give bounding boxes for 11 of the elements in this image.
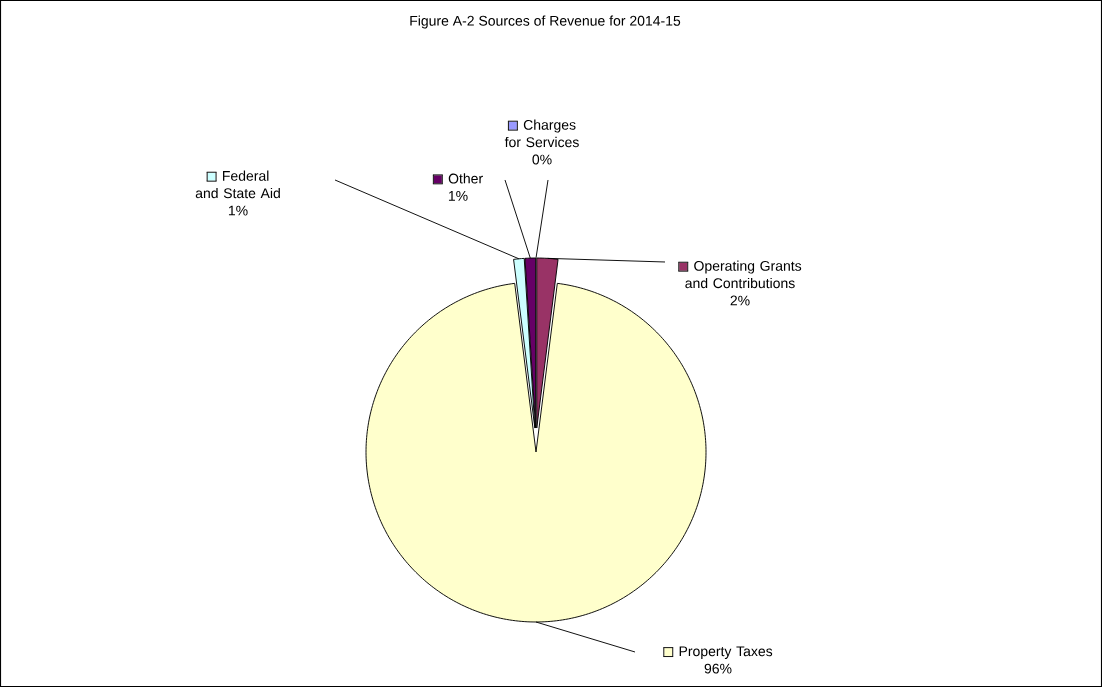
data-label: 1%	[228, 205, 248, 216]
legend-label: Operating Grants and Contributions	[685, 260, 802, 289]
data-label: 96%	[704, 663, 732, 674]
legend-label: Other	[448, 173, 483, 184]
chart-title: Figure A-2 Sources of Revenue for 2014-15	[410, 15, 681, 29]
text: 0%	[532, 154, 552, 165]
legend-label: Charges for Services	[504, 119, 579, 148]
data-label: 1%	[448, 190, 468, 201]
data-label: 2%	[730, 295, 750, 306]
legend-label: Federal and State Aid	[195, 170, 280, 199]
legend-label: Property Taxes	[679, 646, 773, 659]
